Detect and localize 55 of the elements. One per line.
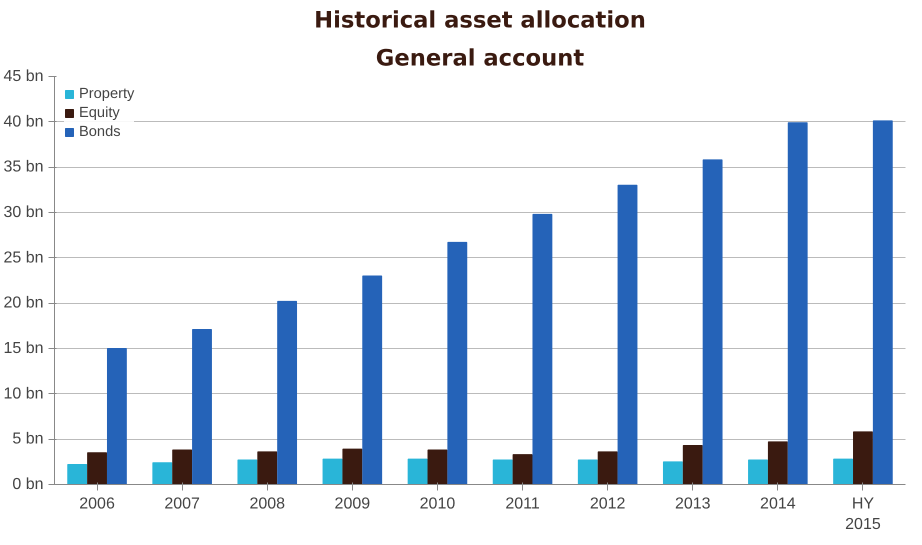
- chart-title: Historical asset allocation: [314, 8, 646, 34]
- bar: [578, 460, 598, 484]
- y-tick-label: 35 bn: [3, 158, 44, 176]
- x-tick-label: 2014: [760, 496, 796, 512]
- chart-subtitle: General account: [376, 46, 584, 72]
- y-tick-label: 20 bn: [3, 294, 44, 312]
- y-tick-label: 30 bn: [3, 204, 44, 221]
- bar: [682, 445, 703, 484]
- y-tick-label: 45 bn: [3, 68, 44, 85]
- bar: [192, 328, 212, 484]
- x-tick-label: 2012: [590, 496, 626, 512]
- bar: [598, 451, 618, 484]
- x-tick-label: 2011: [505, 496, 540, 512]
- legend-label: Equity: [79, 105, 120, 121]
- y-tick-label: 10 bn: [3, 385, 44, 402]
- bar: [618, 184, 638, 484]
- legend-label: Bonds: [79, 124, 121, 140]
- x-tick-label: 2007: [164, 496, 200, 512]
- bar: [702, 159, 723, 484]
- x-tick-label: 2006: [79, 496, 115, 512]
- y-tick-label: 0 bn: [12, 476, 44, 493]
- bar: [492, 460, 513, 484]
- y-tick-label: 40 bn: [3, 113, 44, 130]
- legend-label: Property: [79, 86, 134, 102]
- bar: [512, 454, 532, 484]
- bar: [788, 122, 808, 484]
- bar: [662, 461, 683, 484]
- bar: [853, 431, 873, 484]
- bar: [342, 448, 362, 484]
- bar: [748, 460, 768, 484]
- x-tick-label: 2009: [334, 496, 370, 512]
- bar: [428, 450, 448, 484]
- bar: [408, 458, 428, 484]
- bar: [872, 120, 893, 484]
- bar: [106, 348, 127, 484]
- bar: [87, 452, 107, 484]
- bar: [532, 214, 552, 484]
- bar: [152, 462, 172, 484]
- bar: [172, 450, 192, 484]
- bar: [257, 451, 278, 484]
- y-tick-label: 5 bn: [12, 430, 44, 448]
- bar: [362, 275, 382, 484]
- y-tick-label: 25 bn: [3, 249, 44, 266]
- bar: [67, 464, 88, 484]
- bar: [447, 242, 468, 484]
- bar: [768, 441, 788, 484]
- bar: [322, 458, 342, 484]
- x-tick-label: HY 2015: [845, 496, 881, 533]
- bar: [833, 458, 854, 484]
- x-tick-label: 2013: [674, 496, 711, 512]
- x-tick-label: 2008: [249, 496, 286, 512]
- bar: [237, 460, 258, 484]
- x-tick-label: 2010: [420, 496, 456, 512]
- bar: [277, 300, 298, 484]
- y-tick-label: 15 bn: [3, 340, 44, 357]
